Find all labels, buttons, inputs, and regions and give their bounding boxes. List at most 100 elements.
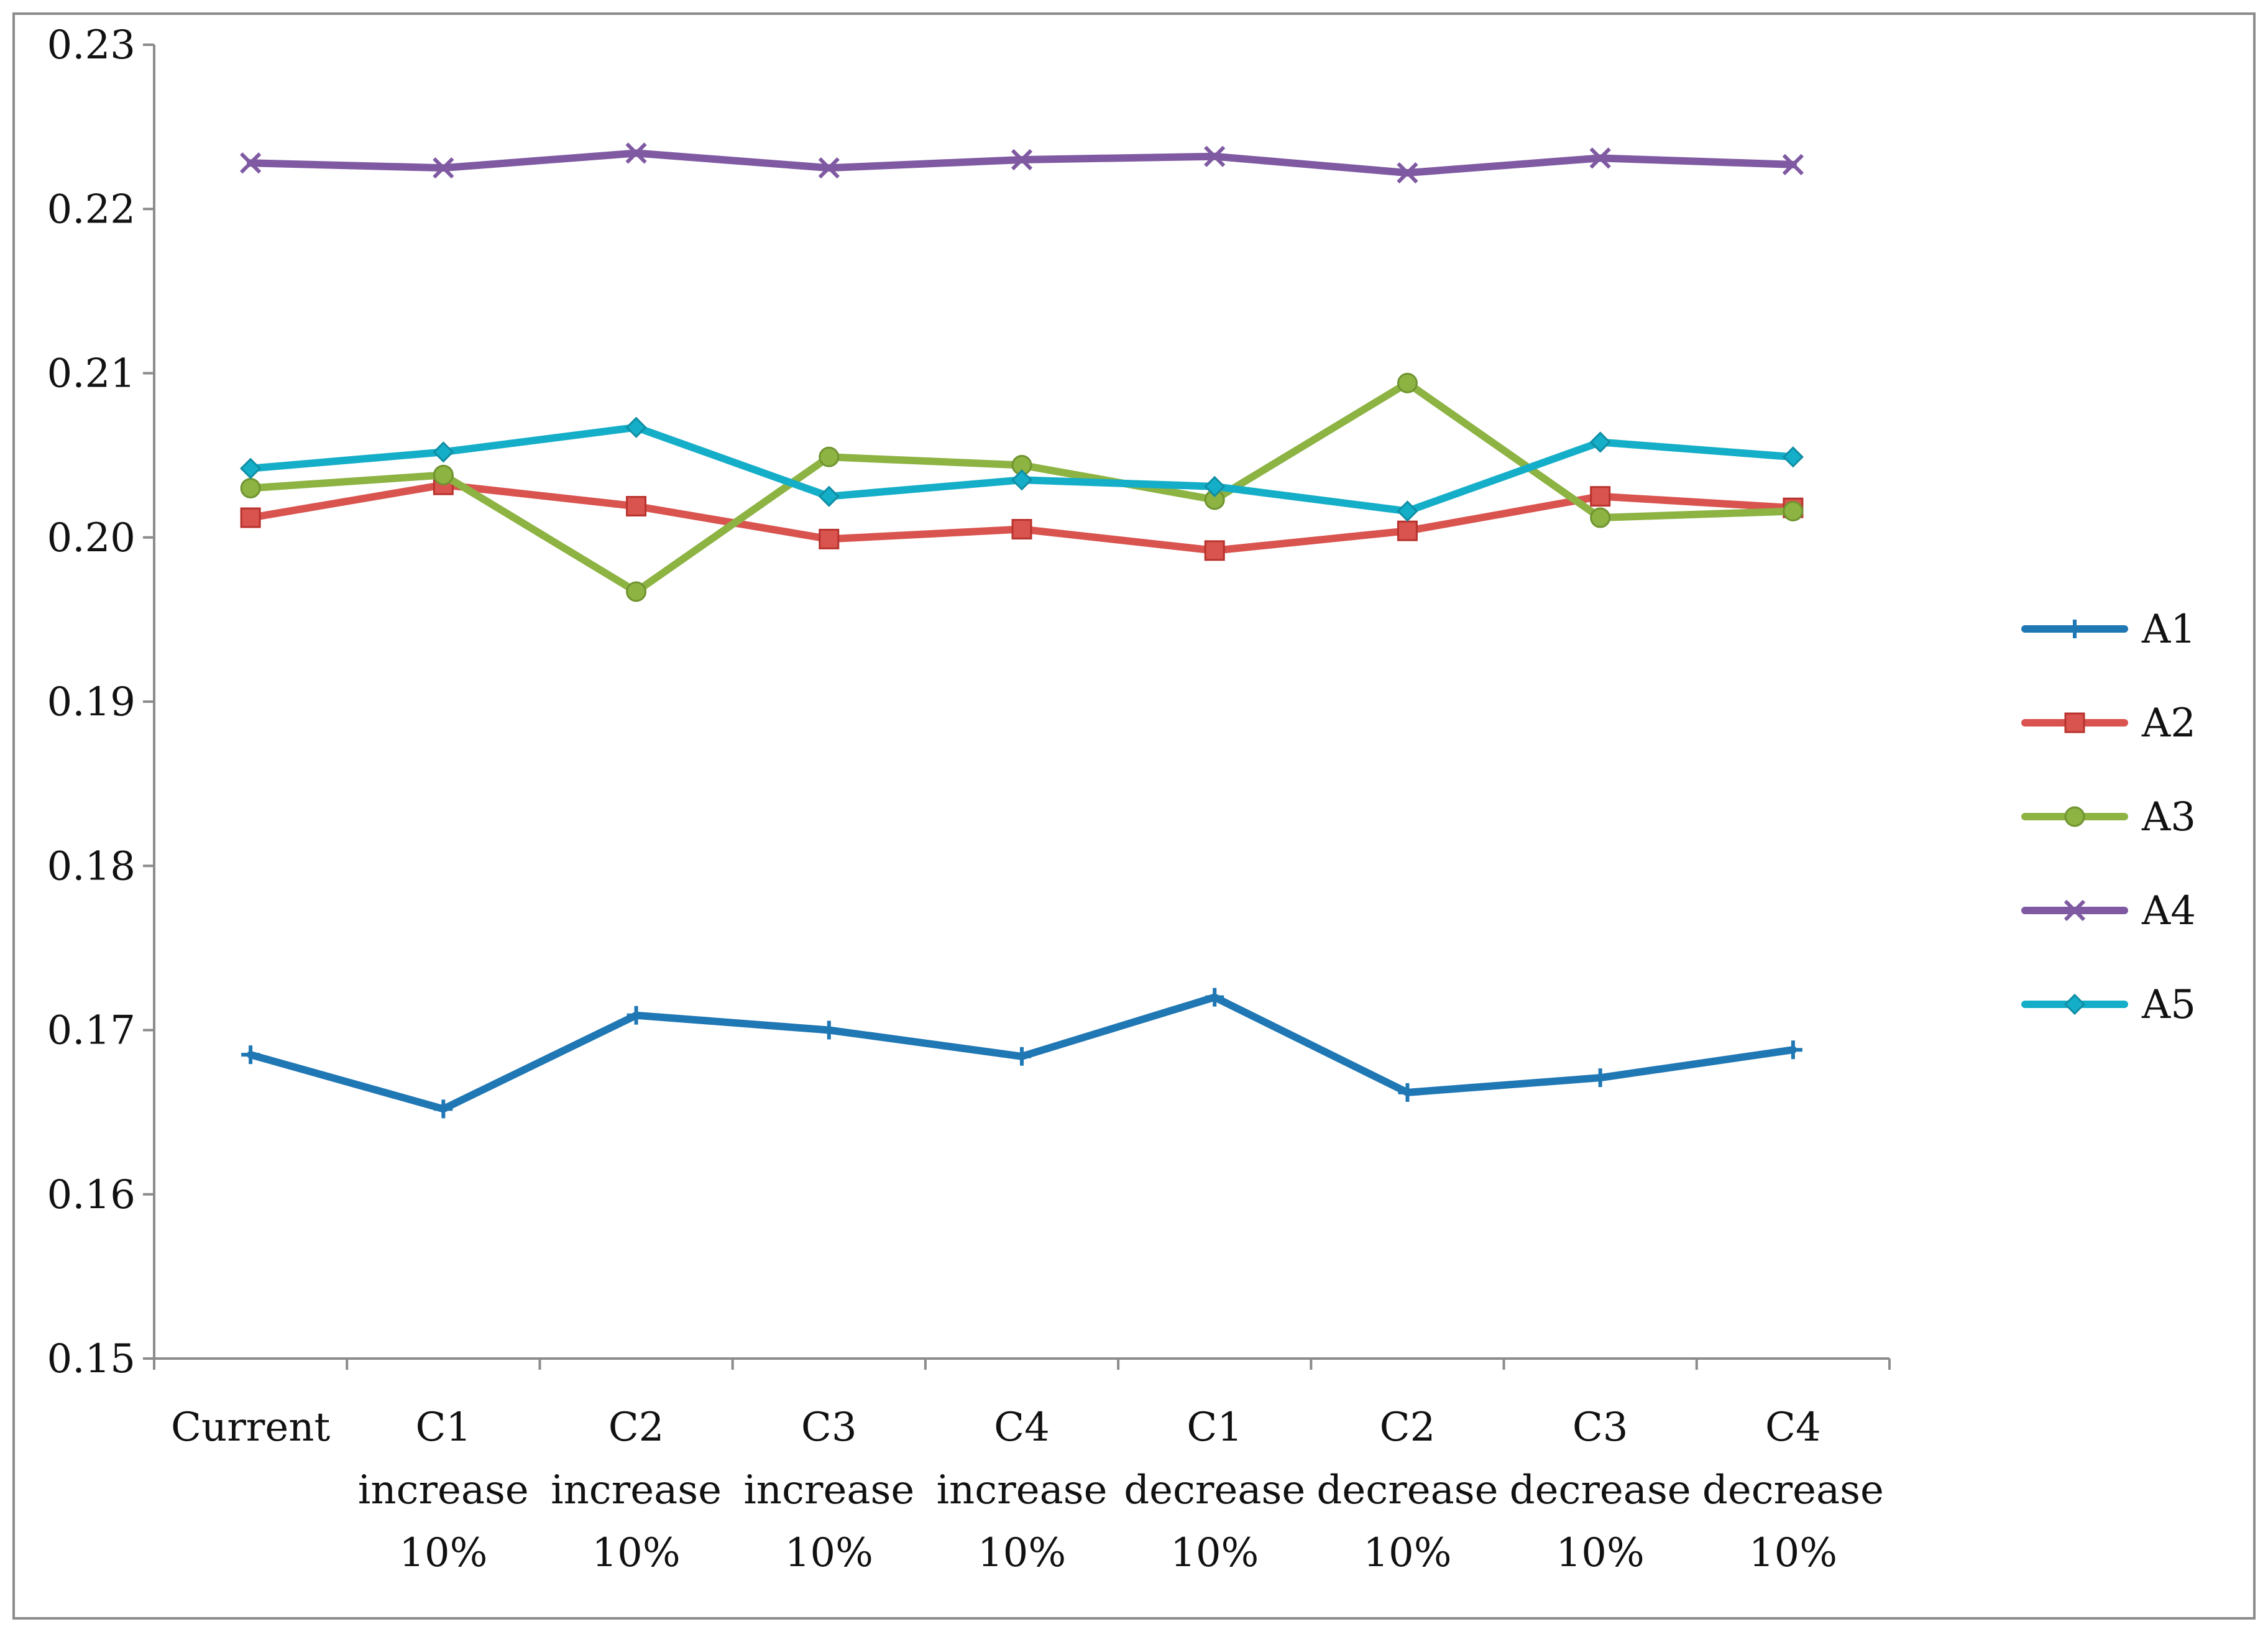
x-tick-label-line: 10% <box>978 1530 1066 1576</box>
point-marker-plus <box>1205 988 1224 1007</box>
point-marker-plus <box>1591 1068 1610 1088</box>
x-tick-label-line: C2 <box>608 1405 664 1451</box>
x-tick-label: C4 decrease 10% <box>1702 1405 1884 1576</box>
point-marker-x <box>625 142 647 164</box>
y-tick-label: 0.15 <box>47 1336 136 1382</box>
legend-label: A1 <box>2141 607 2196 653</box>
point-marker-plus <box>819 1020 838 1040</box>
x-tick-label-line: 10% <box>592 1530 680 1576</box>
point-marker-plus <box>627 1006 646 1025</box>
x-tick-label: C2 increase 10% <box>551 1405 722 1576</box>
point-marker-x <box>239 152 262 174</box>
chart-frame <box>12 12 2256 1620</box>
marker-stroke <box>239 152 262 174</box>
point-marker-circle <box>819 446 840 467</box>
marker-stroke <box>1589 147 1611 169</box>
x-tick-label-line: 10% <box>1749 1530 1837 1576</box>
point-marker-diamond <box>1589 431 1611 453</box>
point-marker-diamond <box>2064 993 2086 1015</box>
x-tick-label: C3 decrease 10% <box>1510 1405 1691 1576</box>
x-tick-label: C1 increase 10% <box>358 1405 529 1576</box>
legend: A1 A2 A3 A4 A5 <box>2021 607 2196 1028</box>
series-layer <box>239 142 1804 1119</box>
x-tick-label-line: increase <box>937 1467 1108 1513</box>
point-marker-x <box>1011 149 1033 171</box>
x-tick-label: C2 decrease 10% <box>1316 1405 1498 1576</box>
x-tick-label-line: C1 <box>1187 1405 1242 1451</box>
point-marker-circle <box>2064 806 2085 827</box>
point-marker-x <box>1204 145 1226 167</box>
point-marker-x <box>1782 154 1804 176</box>
x-tick-label-line: 10% <box>785 1530 873 1576</box>
x-tick-label-line: 10% <box>1363 1530 1451 1576</box>
point-marker-square <box>1204 540 1225 561</box>
x-tick-label-line: increase <box>358 1467 529 1513</box>
legend-label: A4 <box>2141 888 2196 934</box>
y-axis: 0.15 0.16 0.17 0.18 0.19 0.20 0.21 0.22 0.23 <box>47 22 155 1382</box>
x-tick-label-line: C1 <box>415 1405 471 1451</box>
x-tick-label-line: increase <box>743 1467 914 1513</box>
y-tick-label: 0.20 <box>47 515 136 561</box>
point-marker-square <box>240 507 261 528</box>
point-marker-diamond <box>625 416 647 438</box>
point-marker-diamond <box>1011 469 1033 491</box>
point-marker-x <box>818 157 840 179</box>
y-tick-label: 0.17 <box>47 1008 136 1054</box>
point-marker-diamond <box>1397 500 1418 522</box>
marker-stroke <box>1782 154 1804 176</box>
x-tick-label-line: C3 <box>801 1405 857 1451</box>
point-marker-x <box>2064 899 2086 922</box>
marker-stroke <box>2064 899 2086 922</box>
point-marker-plus <box>434 1099 453 1119</box>
x-tick-label-line: C4 <box>1765 1405 1821 1451</box>
marker-stroke <box>1204 145 1226 167</box>
point-marker-plus <box>1783 1040 1802 1060</box>
x-tick-label-line: decrease <box>1510 1467 1691 1513</box>
point-marker-square <box>626 496 647 517</box>
point-marker-square <box>2064 712 2085 733</box>
x-tick-label-line: decrease <box>1702 1467 1884 1513</box>
y-tick-label: 0.19 <box>47 679 136 725</box>
point-marker-diamond <box>239 457 262 479</box>
y-tick-label: 0.18 <box>47 843 136 889</box>
legend-label: A3 <box>2141 794 2196 840</box>
x-tick-label: Current <box>171 1405 330 1451</box>
point-marker-square <box>1011 519 1032 540</box>
point-marker-x <box>1397 162 1418 184</box>
x-tick-label: C1 decrease 10% <box>1124 1405 1305 1576</box>
point-marker-x <box>1589 147 1611 169</box>
point-marker-circle <box>1397 372 1418 393</box>
x-tick-label: C3 increase 10% <box>743 1405 914 1576</box>
legend-item-a4: A4 <box>2021 888 2196 934</box>
point-marker-plus <box>1398 1083 1417 1102</box>
point-marker-diamond <box>1204 475 1226 497</box>
x-tick-label: C4 increase 10% <box>937 1405 1108 1576</box>
marker-stroke <box>818 157 840 179</box>
marker-stroke <box>625 142 647 164</box>
marker-stroke <box>1011 149 1033 171</box>
point-marker-circle <box>240 477 261 498</box>
marker-stroke <box>433 157 454 179</box>
x-tick-label-line: 10% <box>1170 1530 1259 1576</box>
x-tick-label-line: Current <box>171 1405 330 1451</box>
point-marker-circle <box>1590 507 1611 528</box>
marker-stroke <box>1397 162 1418 184</box>
legend-item-a2: A2 <box>2021 700 2196 746</box>
series-a1 <box>241 988 1802 1119</box>
point-marker-square <box>1590 486 1611 507</box>
y-tick-label: 0.22 <box>47 186 136 232</box>
x-tick-label-line: 10% <box>399 1530 487 1576</box>
x-tick-label-line: C2 <box>1380 1405 1436 1451</box>
legend-label: A5 <box>2141 982 2196 1028</box>
point-marker-diamond <box>818 485 840 507</box>
x-tick-label-line: C4 <box>994 1405 1050 1451</box>
y-tick-label: 0.16 <box>47 1172 136 1218</box>
series-a5 <box>239 416 1804 522</box>
x-tick-label-line: increase <box>551 1467 722 1513</box>
point-marker-diamond <box>1782 446 1804 468</box>
point-marker-square <box>819 528 840 549</box>
point-marker-plus <box>2065 620 2084 638</box>
y-tick-label: 0.23 <box>47 22 136 68</box>
x-tick-label-line: 10% <box>1556 1530 1645 1576</box>
